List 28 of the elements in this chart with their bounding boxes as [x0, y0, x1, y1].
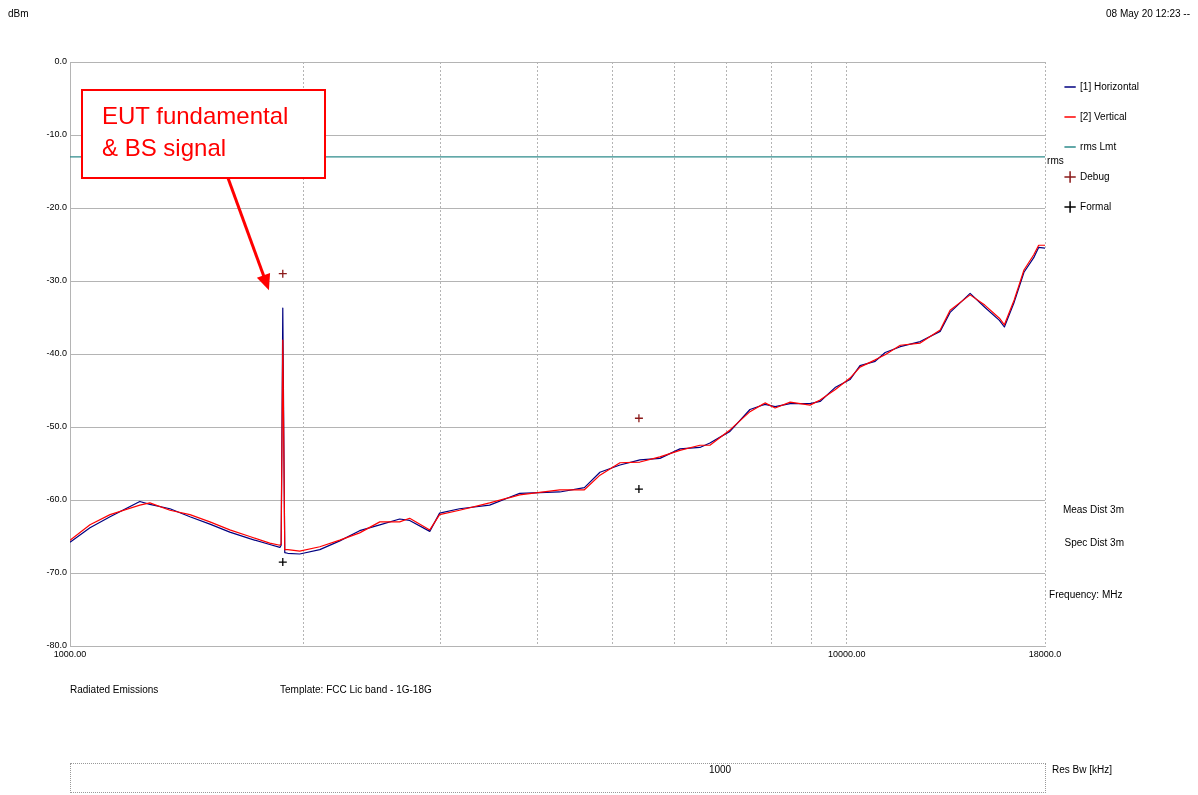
text: Res Bw [kHz] [1052, 763, 1113, 775]
y-tick-label: 0.0 [54, 56, 67, 67]
y-tick-label: -40.0 [46, 348, 67, 359]
annotation: EUT fundamental & BS signal [102, 101, 289, 161]
text: Meas Dist 3m [1062, 503, 1124, 515]
text: Spec Dist 3m [1064, 536, 1124, 548]
y-tick-label: -70.0 [46, 567, 67, 578]
y-tick-label: -80.0 [46, 640, 67, 651]
legend-label: [2] Vertical [1080, 110, 1127, 122]
y-tick-label: -50.0 [46, 421, 67, 432]
y-tick-label: -30.0 [46, 275, 67, 286]
legend-label: [1] Horizontal [1080, 80, 1140, 92]
y-tick-label: -20.0 [46, 202, 67, 213]
y-tick-label: -10.0 [46, 129, 67, 140]
x-tick-label: 1000.00 [53, 648, 87, 659]
y-tick-label: -60.0 [46, 494, 67, 505]
annotation: rms [1047, 154, 1064, 166]
x-tick-label: 18000.0 [1028, 648, 1062, 659]
text: Radiated Emissions [70, 683, 159, 695]
text: 08 May 20 12:23 -- [1106, 7, 1190, 19]
legend-label: rms Lmt [1080, 140, 1117, 152]
legend-label: Formal [1080, 200, 1112, 212]
legend-label: Debug [1080, 170, 1110, 182]
x-axis-title: Frequency: MHz [1049, 588, 1123, 600]
text: Template: FCC Lic band - 1G-18G [280, 683, 432, 695]
text: 1000 [708, 763, 732, 775]
y-axis-title: dBm [8, 7, 29, 19]
x-tick-label: 10000.00 [828, 648, 866, 659]
